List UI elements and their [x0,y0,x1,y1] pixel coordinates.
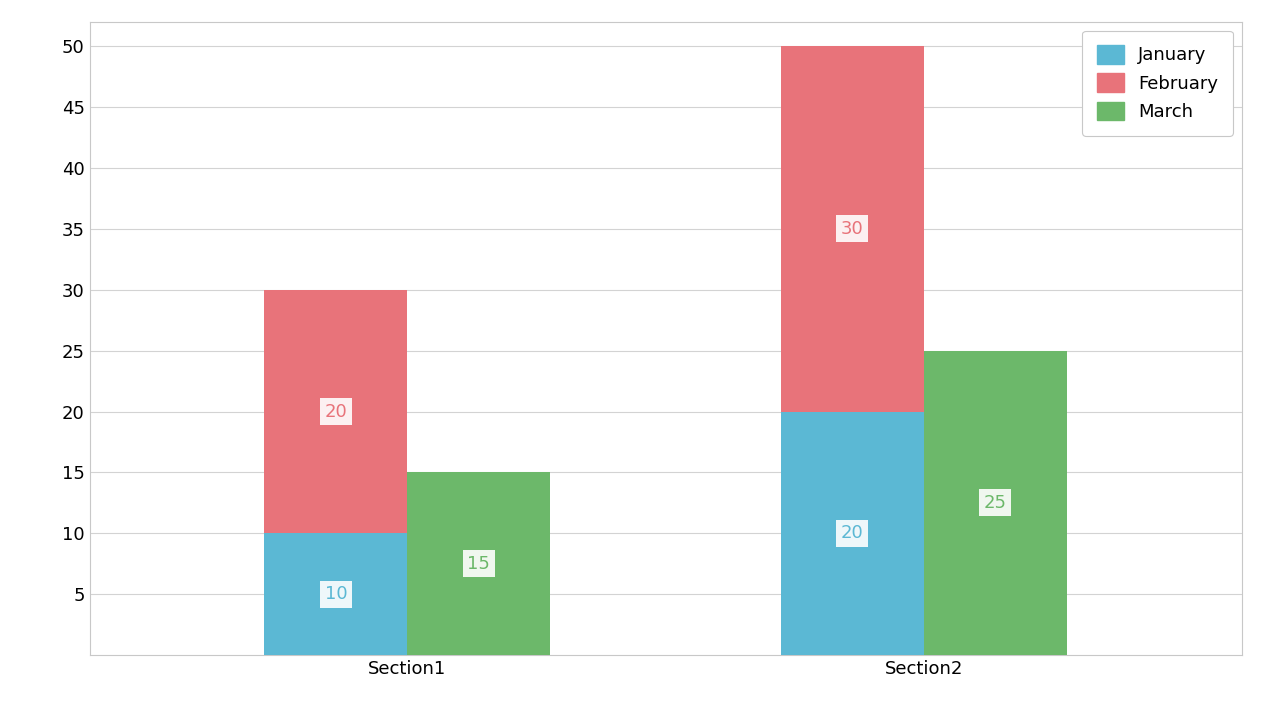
Text: 20: 20 [841,524,864,542]
Text: 30: 30 [841,220,864,238]
Bar [924,351,1066,655]
Bar [407,472,550,655]
Text: 20: 20 [325,402,347,420]
Bar [265,534,407,655]
Bar [265,289,407,534]
Text: 15: 15 [467,555,490,573]
Bar [781,412,924,655]
Text: 25: 25 [984,494,1007,512]
Text: 10: 10 [325,585,347,603]
Bar [781,46,924,412]
Legend: January, February, March: January, February, March [1082,31,1233,135]
